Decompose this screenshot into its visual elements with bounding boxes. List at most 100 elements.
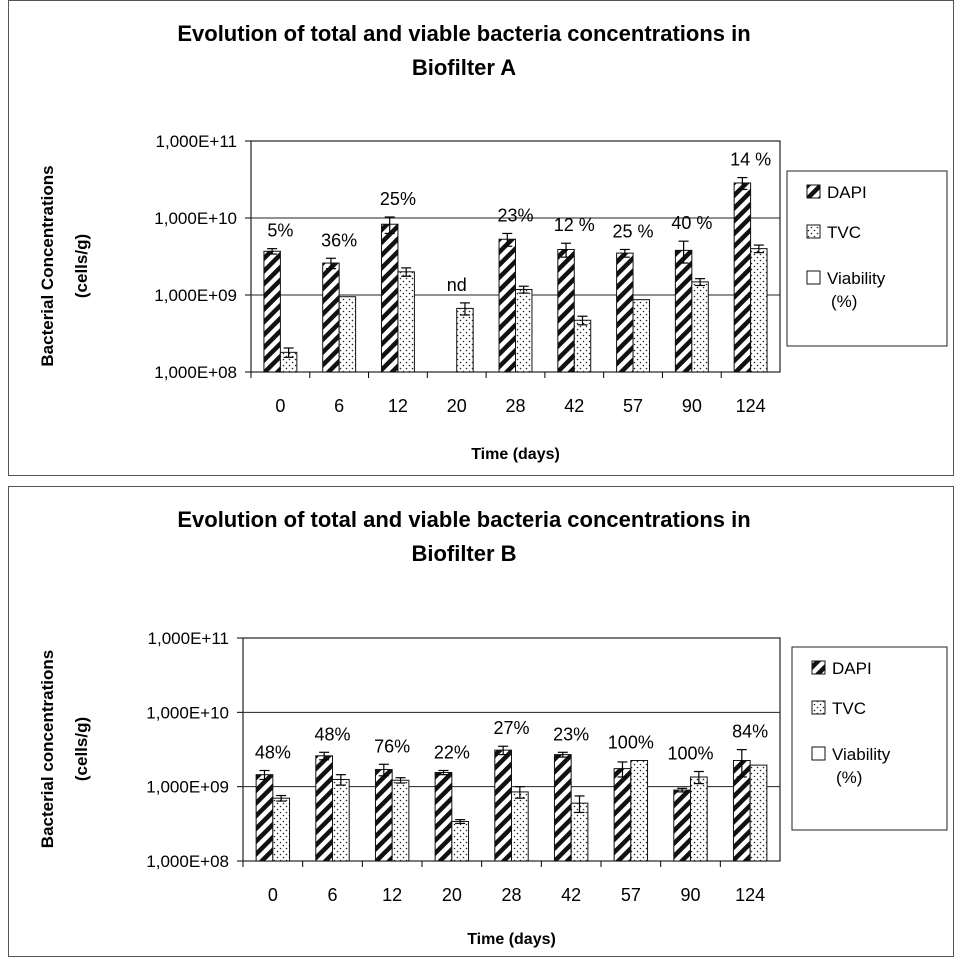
viability-annotation: 48% [255, 743, 291, 763]
viability-annotation: 40 % [671, 213, 712, 233]
viability-annotation: 25% [380, 189, 416, 209]
chart-panel-biofilter-a: Evolution of total and viable bacteria c… [8, 0, 954, 476]
bar-dapi [674, 249, 693, 373]
x-tick-label: 124 [736, 396, 766, 416]
x-tick-label: 124 [735, 885, 765, 905]
x-tick-label: 0 [275, 396, 285, 416]
legend-item-viability-label: Viability [832, 745, 891, 764]
legend-box [786, 170, 948, 347]
x-tick-label: 12 [382, 885, 402, 905]
bar-dapi [263, 250, 281, 373]
y-tick-label: 1,000E+08 [154, 363, 237, 382]
bar-dapi [315, 755, 334, 862]
bar-tvc [632, 299, 651, 373]
legend-item-viability-unit: (%) [836, 768, 862, 787]
y-axis-label-line1: Bacterial Concentrations [38, 165, 57, 366]
bar-dapi [434, 772, 453, 862]
x-tick-label: 20 [442, 885, 462, 905]
y-tick-label: 1,000E+08 [146, 852, 229, 871]
y-axis-label-line1: Bacterial concentrations [38, 650, 57, 848]
bar-dapi [494, 749, 513, 862]
bar-tvc [690, 776, 708, 862]
viability-annotation: 76% [374, 736, 410, 756]
bar-tvc [338, 296, 357, 373]
bar-dapi [255, 774, 274, 862]
viability-annotation: 12 % [554, 215, 595, 235]
y-axis-label-line2: (cells/g) [72, 717, 91, 781]
bar-tvc [272, 797, 291, 862]
bar-dapi [557, 248, 575, 373]
x-tick-label: 90 [682, 396, 702, 416]
x-tick-label: 20 [447, 396, 467, 416]
chart-title-line1: Evolution of total and viable bacteria c… [177, 507, 750, 532]
bar-dapi [374, 769, 393, 862]
viability-annotation: 25 % [613, 221, 654, 241]
bar-tvc [515, 288, 533, 373]
bar-tvc [573, 319, 592, 373]
chart-svg-b: Evolution of total and viable bacteria c… [38, 507, 948, 948]
bar-tvc [750, 248, 768, 373]
legend-item-dapi-label: DAPI [827, 183, 867, 202]
bar-tvc [332, 778, 350, 862]
viability-annotation: 100% [608, 732, 654, 752]
legend-item-viability-swatch [811, 746, 826, 761]
x-tick-label: 57 [621, 885, 641, 905]
viability-annotation: 22% [434, 743, 470, 763]
x-tick-label: 12 [388, 396, 408, 416]
legend-item-dapi-label: DAPI [832, 659, 872, 678]
legend-item-tvc-label: TVC [832, 699, 866, 718]
x-tick-label: 6 [327, 885, 337, 905]
bar-tvc [511, 791, 529, 862]
chart-title-line1: Evolution of total and viable bacteria c… [177, 21, 750, 46]
y-tick-label: 1,000E+10 [146, 703, 229, 722]
legend-item-dapi-swatch [811, 660, 826, 675]
y-axis-label-line2: (cells/g) [72, 234, 91, 298]
bar-dapi [322, 262, 340, 373]
viability-annotation: 23% [553, 724, 589, 744]
x-tick-label: 57 [623, 396, 643, 416]
x-tick-label: 42 [561, 885, 581, 905]
legend-item-dapi-swatch [806, 184, 821, 199]
viability-annotation: 48% [314, 724, 350, 744]
chart-title-line2: Biofilter B [411, 541, 516, 566]
viability-annotation: 5% [267, 221, 293, 241]
viability-annotation: nd [447, 275, 467, 295]
y-tick-label: 1,000E+10 [154, 209, 237, 228]
legend-item-viability-unit: (%) [831, 292, 857, 311]
bar-tvc [391, 779, 410, 862]
x-tick-label: 90 [680, 885, 700, 905]
bar-dapi [616, 252, 634, 373]
bar-dapi [498, 238, 517, 373]
viability-annotation: 100% [667, 743, 713, 763]
legend-item-tvc-swatch [811, 700, 826, 715]
y-tick-label: 1,000E+09 [146, 778, 229, 797]
viability-annotation: 84% [732, 722, 768, 742]
y-tick-label: 1,000E+11 [148, 629, 229, 648]
bar-dapi [380, 223, 399, 373]
x-tick-label: 28 [505, 396, 525, 416]
legend-item-tvc-label: TVC [827, 223, 861, 242]
bar-dapi [613, 768, 632, 862]
bar-dapi [733, 182, 752, 373]
bar-tvc [451, 820, 470, 862]
x-tick-label: 42 [564, 396, 584, 416]
x-tick-label: 0 [268, 885, 278, 905]
bar-tvc [456, 307, 474, 373]
y-tick-label: 1,000E+09 [154, 286, 237, 305]
chart-panel-biofilter-b: Evolution of total and viable bacteria c… [8, 486, 954, 957]
viability-annotation: 14 % [730, 150, 771, 170]
bar-tvc [691, 281, 709, 373]
viability-annotation: 36% [321, 230, 357, 250]
x-tick-label: 28 [501, 885, 521, 905]
chart-title-line2: Biofilter A [412, 55, 516, 80]
viability-annotation: 27% [493, 718, 529, 738]
x-axis-label: Time (days) [471, 446, 560, 463]
viability-annotation: 23% [497, 205, 533, 225]
bar-tvc [397, 271, 415, 373]
legend-box [791, 646, 948, 831]
chart-svg-a: Evolution of total and viable bacteria c… [38, 21, 948, 463]
legend-item-tvc-swatch [806, 224, 821, 239]
x-axis-label: Time (days) [467, 931, 556, 948]
y-tick-label: 1,000E+11 [156, 132, 237, 151]
legend-item-viability-swatch [806, 270, 821, 285]
